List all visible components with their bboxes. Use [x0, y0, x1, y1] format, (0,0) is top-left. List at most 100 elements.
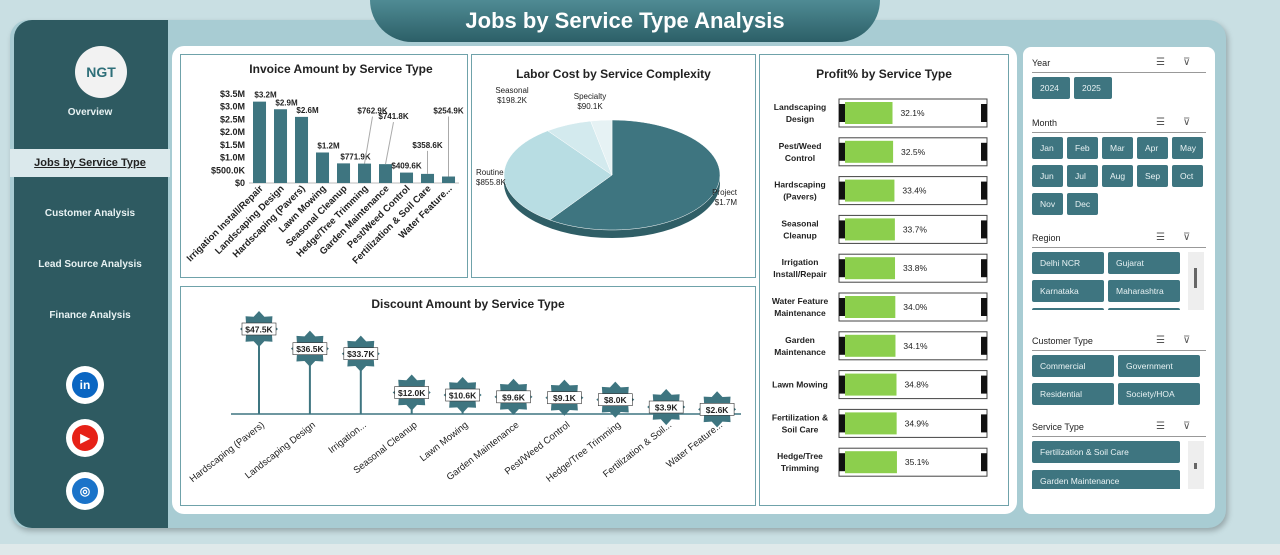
clear-filter-icon[interactable]: ⊽ [1183, 232, 1191, 243]
filter-option[interactable]: Garden Maintenance [1032, 470, 1180, 489]
filter-option[interactable]: Commercial [1032, 355, 1114, 377]
bar-cap-right [981, 336, 987, 355]
filter-options: Commercial Government Residential Society/H… [1032, 355, 1206, 555]
value-box [547, 391, 582, 405]
multi-select-icon[interactable]: ☰ [1156, 232, 1165, 243]
data-label: 34.8% [904, 380, 929, 390]
filter-option[interactable]: 2024 [1032, 77, 1070, 99]
filter-option[interactable]: Society/HOA [1118, 383, 1200, 405]
filter-option[interactable]: Dec [1067, 193, 1098, 215]
multi-select-icon[interactable]: ☰ [1156, 57, 1165, 68]
filter-option[interactable]: Apr [1137, 137, 1168, 159]
clear-filter-icon[interactable]: ⊽ [1183, 117, 1191, 128]
nav-item-finance-analysis[interactable]: Finance Analysis [49, 309, 131, 321]
filter-option[interactable]: May [1172, 137, 1203, 159]
pie-slice-routine [503, 130, 613, 221]
data-label: $741.8K [378, 112, 408, 121]
y-tick-label: $2.0M [220, 127, 245, 137]
filter-option[interactable]: Maharashtra [1108, 280, 1180, 302]
chart-title: Invoice Amount by Service Type [249, 62, 433, 76]
bar-cap-right [981, 375, 987, 394]
filter-header: Year ☰ ⊽ [1032, 55, 1206, 73]
clear-filter-icon[interactable]: ⊽ [1183, 421, 1191, 432]
category-label: Irrigation [782, 257, 819, 267]
filter-title: Region [1032, 233, 1061, 243]
filter-option[interactable]: Delhi NCR [1032, 252, 1104, 274]
filter-option[interactable]: Mar [1102, 137, 1133, 159]
filter-option[interactable]: Jun [1032, 165, 1063, 187]
data-label: $47.5K [245, 325, 273, 335]
clear-filter-icon[interactable]: ⊽ [1183, 57, 1191, 68]
nav-item-overview[interactable]: Overview [67, 106, 113, 118]
bar-cap-left [839, 336, 845, 355]
filter-region: Region ☰ ⊽ Delhi NCR Gujarat Karnataka Maharas… [1032, 230, 1206, 310]
data-label: $9.6K [502, 392, 526, 402]
multi-select-icon[interactable]: ☰ [1156, 421, 1165, 432]
category-label: Cleanup [783, 230, 817, 240]
data-label: 32.5% [901, 147, 926, 157]
pie-slice-specialty [590, 119, 613, 176]
filter-option[interactable]: Oct [1172, 165, 1203, 187]
category-label: Control [785, 153, 815, 163]
bar-cap-left [839, 453, 845, 472]
value-box [241, 322, 277, 336]
bar-cap-left [839, 220, 845, 239]
data-label: $358.6K [412, 141, 442, 150]
value-box [292, 342, 328, 355]
pie-value-label: $855.8K [476, 178, 506, 187]
filter-customer-type: Customer Type ☰ ⊽ Commercial Government Resid… [1032, 333, 1206, 405]
scrollbar-thumb[interactable] [1194, 268, 1197, 288]
filter-title: Month [1032, 118, 1058, 128]
filter-option[interactable]: Telangana [1108, 308, 1180, 310]
filter-option[interactable]: Aug [1102, 165, 1133, 187]
pie-category-label: Routine [476, 168, 504, 177]
filter-option[interactable]: Jan [1032, 137, 1063, 159]
filter-option[interactable]: Jul [1067, 165, 1098, 187]
filter-option[interactable]: Karnataka [1032, 280, 1104, 302]
youtube-link[interactable]: ▶ [66, 419, 104, 457]
pie-category-label: Specialty [574, 92, 606, 101]
filter-option[interactable]: Tamil Nadu [1032, 308, 1104, 310]
bar-fill [845, 296, 896, 318]
bar [337, 163, 351, 183]
multi-select-icon[interactable]: ☰ [1156, 335, 1165, 346]
clear-filter-icon[interactable]: ⊽ [1183, 335, 1191, 346]
linkedin-link[interactable]: in [66, 366, 104, 404]
data-label: $9.1K [553, 393, 577, 403]
chart-title: Profit% by Service Type [816, 67, 952, 81]
bar-fill [845, 218, 895, 241]
bar-cap-left [839, 181, 845, 200]
category-label: Install/Repair [773, 269, 827, 279]
bar-cap-left [839, 259, 845, 278]
filter-option[interactable]: Feb [1067, 137, 1098, 159]
filter-option[interactable]: Gujarat [1108, 252, 1180, 274]
data-label: $10.6K [449, 391, 477, 401]
nav-item-jobs-by-service-type[interactable]: Jobs by Service Type [10, 149, 170, 177]
filter-option[interactable]: Sep [1137, 165, 1168, 187]
filter-header: Customer Type ☰ ⊽ [1032, 333, 1206, 351]
data-label: 33.4% [902, 186, 927, 196]
multi-select-icon[interactable]: ☰ [1156, 117, 1165, 128]
leader-line [364, 116, 374, 164]
filter-option[interactable]: 2025 [1074, 77, 1112, 99]
category-label: Pest/Weed [779, 141, 822, 151]
filter-option[interactable]: Nov [1032, 193, 1063, 215]
y-tick-label: $0 [235, 178, 245, 188]
bar [316, 152, 330, 183]
data-label: 34.9% [905, 418, 930, 428]
filter-option[interactable]: Residential [1032, 383, 1114, 405]
nav-item-lead-source-analysis[interactable]: Lead Source Analysis [38, 258, 142, 270]
scrollbar[interactable] [1188, 252, 1204, 310]
nav-item-customer-analysis[interactable]: Customer Analysis [44, 207, 136, 219]
filter-option[interactable]: Fertilization & Soil Care [1032, 441, 1180, 463]
category-label: Landscaping [774, 102, 826, 112]
globe-link[interactable]: ◎ [66, 472, 104, 510]
bar-cap-right [981, 414, 987, 433]
y-tick-label: $1.5M [220, 140, 245, 150]
scrollbar[interactable] [1188, 441, 1204, 489]
filter-title: Year [1032, 58, 1051, 68]
data-label: 34.1% [903, 341, 928, 351]
filter-option[interactable]: Government [1118, 355, 1200, 377]
scrollbar-thumb[interactable] [1194, 463, 1197, 469]
